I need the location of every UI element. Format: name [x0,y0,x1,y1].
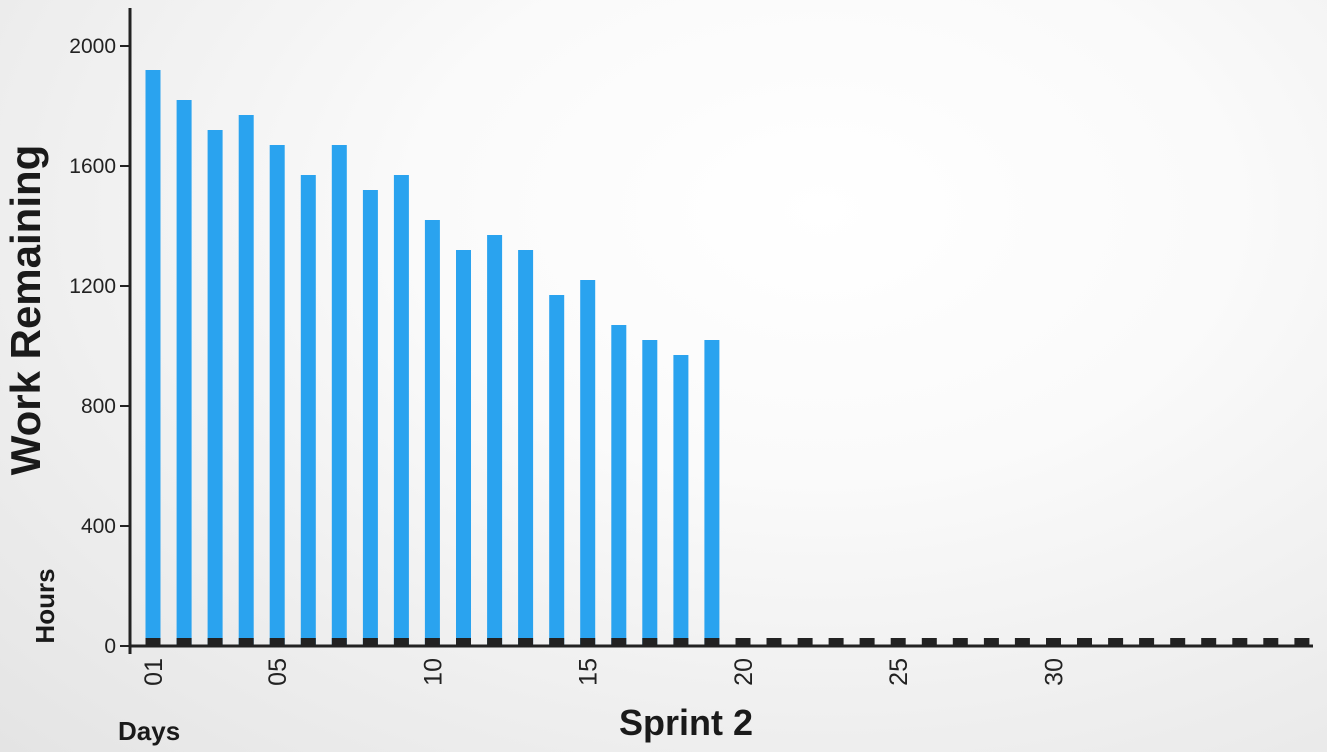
day-marker-29 [1014,638,1030,646]
day-marker-33 [1139,638,1155,646]
day-marker-28 [983,638,999,646]
bar-day-2 [176,100,192,646]
day-marker-1 [145,638,161,646]
y-tick-label-2000: 2000 [69,35,116,58]
bar-day-4 [238,115,254,646]
bar-series [145,70,720,646]
day-marker-17 [642,638,658,646]
bar-day-6 [300,175,316,646]
bar-day-5 [269,145,285,646]
day-marker-14 [549,638,565,646]
x-tick-label-01: 01 [140,658,168,686]
bar-day-18 [673,355,689,646]
day-marker-16 [611,638,627,646]
day-markers [145,638,1310,646]
bar-day-10 [424,220,440,646]
y-axis-label: Work Remaining [2,145,49,476]
day-marker-37 [1263,638,1279,646]
day-marker-5 [269,638,285,646]
bar-day-15 [580,280,596,646]
y-tick-label-1200: 1200 [69,275,116,298]
day-marker-10 [424,638,440,646]
bar-day-16 [611,325,627,646]
day-marker-30 [1046,638,1061,646]
x-tick-label-20: 20 [730,658,758,686]
day-marker-20 [735,638,751,646]
x-tick-label-05: 05 [264,658,292,686]
day-marker-27 [952,638,968,646]
y-axis-ticks: 0 400 800 1200 1600 2000 [69,35,130,658]
day-marker-34 [1170,638,1186,646]
day-marker-6 [300,638,316,646]
y-tick-label-400: 400 [81,515,116,538]
x-tick-label-25: 25 [885,658,913,686]
x-tick-label-15: 15 [575,658,603,686]
day-marker-3 [207,638,223,646]
bar-day-7 [331,145,347,646]
y-unit-label: Hours [30,568,60,643]
bar-day-19 [704,340,720,646]
day-marker-32 [1108,638,1124,646]
x-tick-label-10: 10 [419,658,447,686]
bar-day-13 [518,250,534,646]
day-marker-26 [921,638,937,646]
bar-day-1 [145,70,161,646]
x-tick-label-30: 30 [1041,658,1069,686]
day-marker-12 [487,638,503,646]
day-marker-25 [890,638,906,646]
day-marker-36 [1232,638,1248,646]
day-marker-13 [518,638,534,646]
bar-day-11 [456,250,471,646]
day-marker-31 [1077,638,1092,646]
day-marker-9 [393,638,409,646]
day-marker-15 [580,638,596,646]
bar-day-12 [487,235,503,646]
x-axis-ticks: 01 05 10 15 20 25 30 [140,658,1069,686]
day-marker-35 [1201,638,1217,646]
x-unit-label: Days [118,716,180,746]
day-marker-7 [331,638,347,646]
bar-day-14 [549,295,565,646]
bar-day-17 [642,340,658,646]
bar-day-3 [207,130,223,646]
day-marker-11 [456,638,471,646]
day-marker-21 [766,638,782,646]
y-tick-label-800: 800 [81,395,116,418]
day-marker-8 [362,638,378,646]
day-marker-24 [859,638,875,646]
y-tick-label-0: 0 [104,635,116,658]
day-marker-22 [797,638,813,646]
bar-day-8 [362,190,378,646]
day-marker-38 [1294,638,1310,646]
bar-day-9 [393,175,409,646]
day-marker-18 [673,638,689,646]
day-marker-4 [238,638,254,646]
day-marker-19 [704,638,720,646]
day-marker-2 [176,638,192,646]
chart-title: Sprint 2 [619,702,753,743]
day-marker-23 [828,638,844,646]
y-tick-label-1600: 1600 [69,155,116,178]
